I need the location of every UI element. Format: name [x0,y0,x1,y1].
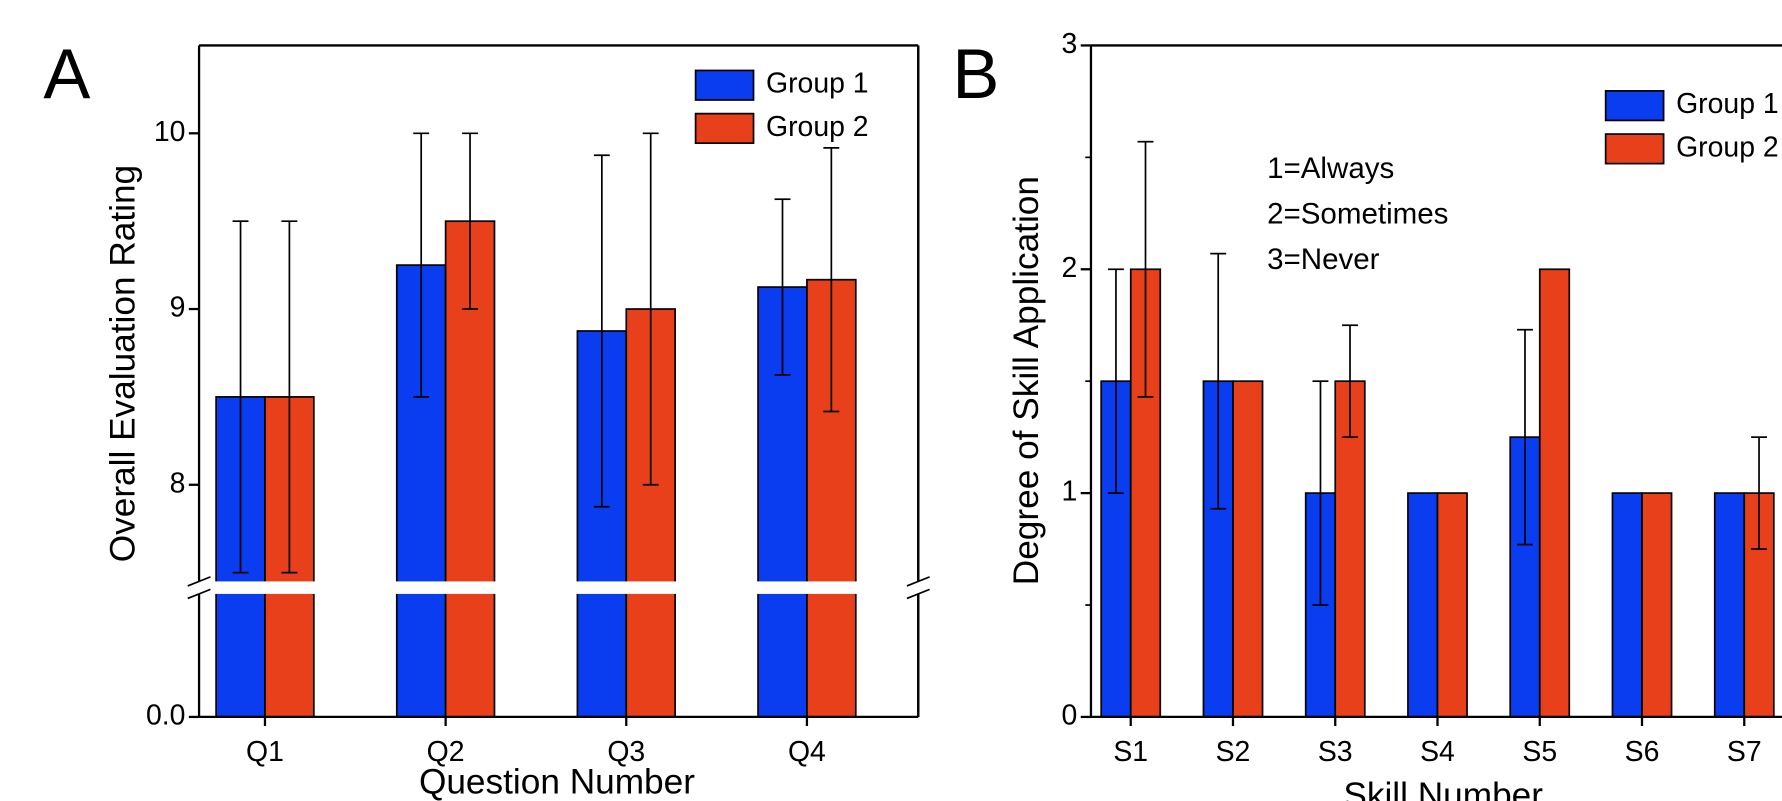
error-bar [1108,268,1124,494]
bar [1407,492,1439,718]
error-bar [281,220,298,574]
break-mark [187,588,211,600]
error-bar [1210,252,1227,510]
axis-break-gap [914,581,922,594]
legend-swatch [1604,90,1665,122]
break-mark [906,588,930,600]
break-mark [906,576,930,587]
legend-label: Group 2 [766,111,869,143]
legend-label: Group 1 [766,68,869,100]
bar [1641,492,1673,718]
panel-title: B [952,34,999,113]
break-mark [187,576,211,587]
error-bar [1751,436,1767,550]
panel-title: A [43,34,90,113]
error-bar [1312,380,1329,606]
x-axis-label: Question Number [419,762,695,801]
error-bar [1137,140,1154,398]
error-bar [823,147,840,413]
error-bar [593,154,610,508]
x-tick-label: Q4 [788,736,826,768]
annotation: 2=Sometimes [1267,198,1448,231]
x-axis-label: Skill Number [1343,776,1543,801]
y-tick-label: 0 [1062,699,1078,731]
error-bar [413,132,430,398]
error-bar [232,220,249,574]
error-bar [462,132,479,310]
x-tick-label: Q1 [246,736,284,768]
y-tick-label: 3 [1062,28,1078,60]
annotation: 3=Never [1267,243,1380,276]
bar [1232,380,1264,718]
x-tick-label: S4 [1420,736,1455,768]
legend-label: Group 1 [1676,88,1779,120]
y-tick-label: 2 [1062,252,1078,284]
error-bar [642,132,659,486]
legend-swatch [694,69,755,101]
axis-break-band [196,581,921,594]
bar [1436,492,1468,718]
error-bar [1342,324,1358,438]
y-axis-label: Overall Evaluation Rating [104,165,143,562]
y-tick-label: 8 [170,467,186,499]
y-axis-label: Degree of Skill Application [1007,176,1046,585]
y-tick-label: 10 [154,116,186,148]
x-tick-label: S1 [1113,736,1148,768]
y-tick-label: 1 [1062,476,1078,508]
legend-swatch [694,112,755,145]
y-tick-label: 0.0 [146,699,185,731]
x-tick-label: S6 [1625,736,1660,768]
bar [1611,492,1643,718]
x-tick-label: Q2 [427,736,465,768]
x-tick-label: S3 [1318,736,1353,768]
legend-swatch [1604,133,1665,165]
error-bar [774,198,791,376]
legend-label: Group 2 [1676,131,1779,163]
annotation: 1=Always [1267,152,1394,185]
bar [1713,492,1746,718]
error-bar [1517,328,1533,546]
x-tick-label: S5 [1522,736,1557,768]
y-tick-label: 9 [170,292,186,324]
x-tick-label: S2 [1216,736,1251,768]
bar [1538,268,1571,718]
x-tick-label: S7 [1727,736,1762,768]
x-tick-label: Q3 [607,736,645,768]
